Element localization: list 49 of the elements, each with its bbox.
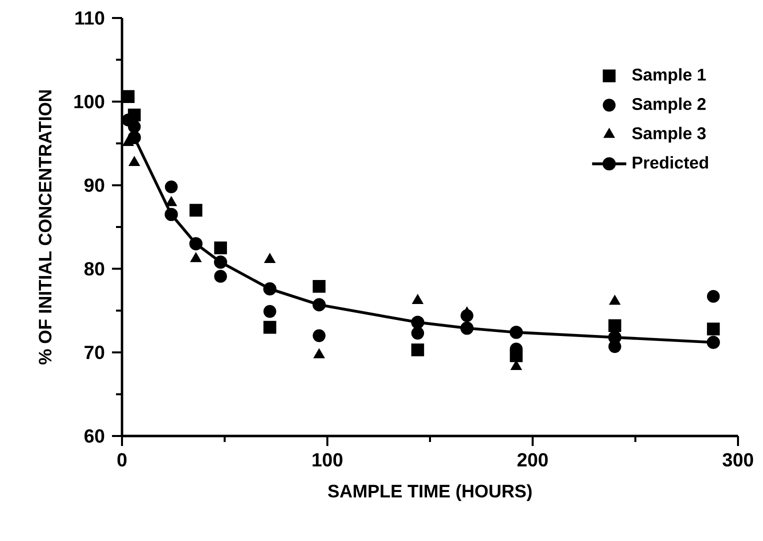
point xyxy=(264,253,276,264)
point xyxy=(189,237,203,250)
point xyxy=(510,326,523,339)
x-tick-label: 200 xyxy=(517,453,548,467)
point xyxy=(312,298,326,312)
point xyxy=(214,256,228,269)
point xyxy=(312,280,326,293)
point xyxy=(706,336,720,349)
point xyxy=(460,322,474,335)
point xyxy=(214,241,227,254)
point xyxy=(164,180,178,194)
y-tick-label: 60 xyxy=(84,429,104,443)
point xyxy=(412,294,424,304)
point xyxy=(190,252,202,262)
y-tick-label: 100 xyxy=(74,94,104,108)
legend-label: Sample 3 xyxy=(632,126,706,143)
point xyxy=(608,319,622,332)
legend-label: Sample 1 xyxy=(632,68,706,84)
point xyxy=(314,348,325,358)
point xyxy=(312,329,326,342)
point xyxy=(706,322,720,336)
point xyxy=(609,295,620,305)
point xyxy=(263,282,276,296)
y-tick-label: 90 xyxy=(84,178,104,192)
point xyxy=(122,90,135,103)
legend-label: Predicted xyxy=(632,156,708,169)
point xyxy=(190,204,202,217)
point xyxy=(263,320,276,334)
point xyxy=(128,120,141,134)
point xyxy=(128,130,141,144)
point xyxy=(128,156,140,166)
point xyxy=(411,326,424,340)
x-tick-label: 0 xyxy=(117,453,127,467)
x-tick-label: 300 xyxy=(722,453,754,467)
legend-label: Sample 2 xyxy=(632,98,706,114)
x-axis-title: SAMPLE TIME (HOURS) xyxy=(328,484,532,502)
point xyxy=(263,305,276,318)
point xyxy=(706,290,720,303)
y-tick-label: 80 xyxy=(84,262,104,276)
point xyxy=(608,330,622,344)
point xyxy=(164,208,178,222)
x-tick-label: 100 xyxy=(312,453,342,467)
y-tick-label: 70 xyxy=(84,346,104,360)
point xyxy=(166,196,177,206)
point xyxy=(214,270,227,283)
point xyxy=(411,343,424,356)
y-tick-label: 110 xyxy=(75,11,104,25)
point xyxy=(411,316,424,329)
y-axis-title: % OF INITIAL CONCENTRATION xyxy=(38,90,52,364)
